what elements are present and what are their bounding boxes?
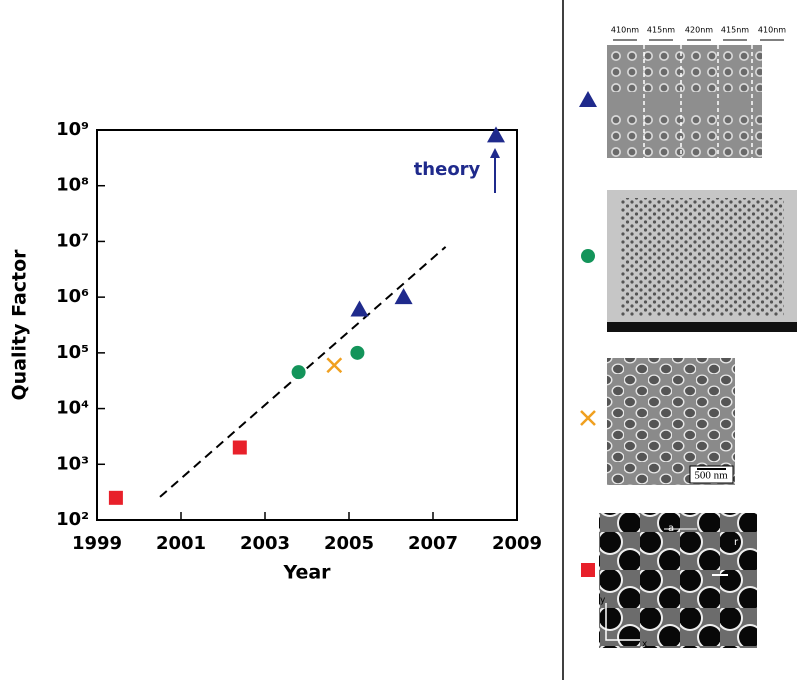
x-tick-label: 2009 [492, 533, 542, 554]
y-tick-label: 10⁴ [56, 398, 89, 419]
axis-y-label: y [600, 596, 606, 606]
triangle-marker [394, 288, 413, 305]
y-tick-label: 10⁷ [56, 230, 89, 251]
x-tick-label: 2005 [324, 533, 374, 554]
y-tick-label: 10⁸ [56, 175, 89, 196]
lattice-label: a [668, 523, 674, 534]
x-tick-label: 2007 [408, 533, 458, 554]
y-tick-label: 10³ [56, 453, 89, 474]
square-marker [232, 440, 247, 455]
x-tick-label: 1999 [72, 533, 122, 554]
sem-image-2-bar [607, 322, 797, 332]
axis-x-label: x [642, 640, 648, 650]
y-tick-label: 10⁶ [56, 286, 89, 307]
cross-marker [326, 357, 343, 374]
spacing-label: 410nm [611, 26, 639, 35]
y-axis-label: Quality Factor [9, 249, 31, 401]
circle-marker [291, 365, 306, 380]
legend-panel [562, 0, 564, 680]
legend-marker [579, 91, 597, 107]
sem-image-3 [607, 358, 735, 485]
axes-arrows [605, 603, 640, 641]
y-tick-label: 10⁵ [56, 342, 89, 363]
annotation: theory [414, 159, 481, 180]
scale-bar-label: 500 nm [694, 470, 728, 482]
x-tick-label: 2001 [156, 533, 206, 554]
triangle-marker [350, 300, 369, 317]
y-tick-label: 10² [56, 509, 89, 530]
circle-marker [350, 345, 365, 360]
spacing-label: 415nm [721, 26, 749, 35]
spacing-label: 415nm [647, 26, 675, 35]
triangle-marker [487, 126, 505, 143]
annotation-arrowhead [490, 148, 500, 158]
x-tick-label: 2003 [240, 533, 290, 554]
legend-marker [580, 410, 596, 426]
x-axis-label: Year [282, 562, 331, 584]
image-defect-row [607, 92, 762, 110]
radius-label: r [734, 537, 739, 548]
fit-line [159, 246, 447, 498]
plot-frame [96, 129, 518, 521]
sem-image-2-lattice [620, 198, 784, 316]
spacing-label: 410nm [758, 26, 786, 35]
legend-marker [581, 563, 595, 577]
square-marker [108, 490, 123, 505]
y-tick-label: 10⁹ [56, 119, 89, 140]
sem-image-1 [607, 45, 762, 158]
legend-marker [581, 249, 595, 263]
spacing-label: 420nm [685, 26, 713, 35]
scale-bar-box [689, 465, 734, 484]
sem-image-4 [599, 513, 757, 648]
